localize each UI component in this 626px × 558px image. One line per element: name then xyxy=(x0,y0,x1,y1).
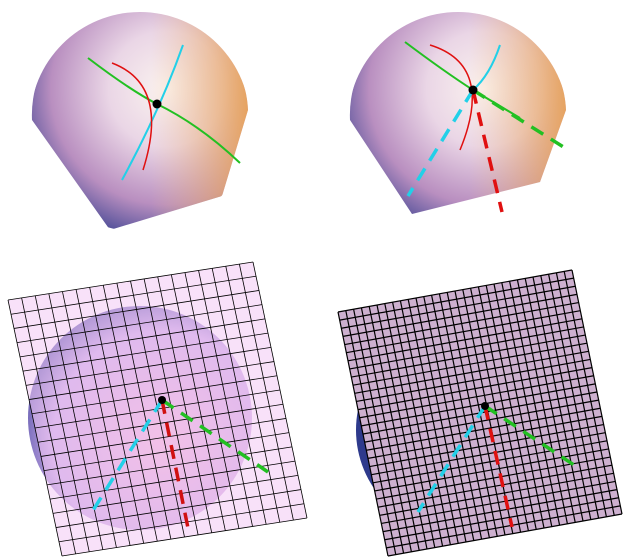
grid-line xyxy=(556,273,606,517)
dashed-axis xyxy=(406,89,475,197)
sphere-panel-2 xyxy=(349,12,566,215)
sphere-panel-1 xyxy=(31,12,248,231)
point xyxy=(481,402,489,410)
grid-line xyxy=(59,504,304,542)
grid-line xyxy=(549,274,599,518)
grid-line xyxy=(383,490,617,532)
grid-line xyxy=(541,276,591,520)
grid-line xyxy=(572,270,622,514)
grid-line xyxy=(62,518,307,556)
sphere-shade xyxy=(31,12,248,231)
dashed-axis xyxy=(471,89,504,213)
point xyxy=(158,396,166,404)
point xyxy=(468,85,478,95)
curve xyxy=(111,62,153,171)
dashed-axis xyxy=(416,405,487,513)
dashed-axis xyxy=(472,88,566,150)
grid-line xyxy=(253,262,307,518)
dashed-axis xyxy=(484,404,575,467)
dashed-axis xyxy=(483,405,514,528)
plane-panel-4 xyxy=(338,270,622,556)
grid-line xyxy=(381,481,615,523)
sphere xyxy=(349,12,566,215)
sphere-shade xyxy=(349,12,566,215)
grid-line xyxy=(239,264,293,520)
grid-line xyxy=(564,271,614,515)
grid-line xyxy=(385,498,619,540)
grid-line xyxy=(388,514,622,556)
grid-line xyxy=(386,506,620,548)
point xyxy=(152,99,162,109)
grid-line xyxy=(226,266,280,522)
curve xyxy=(429,44,473,151)
curve xyxy=(121,44,184,181)
sphere xyxy=(31,12,248,231)
grid-line xyxy=(56,490,301,528)
plane-panel-3 xyxy=(8,262,307,556)
